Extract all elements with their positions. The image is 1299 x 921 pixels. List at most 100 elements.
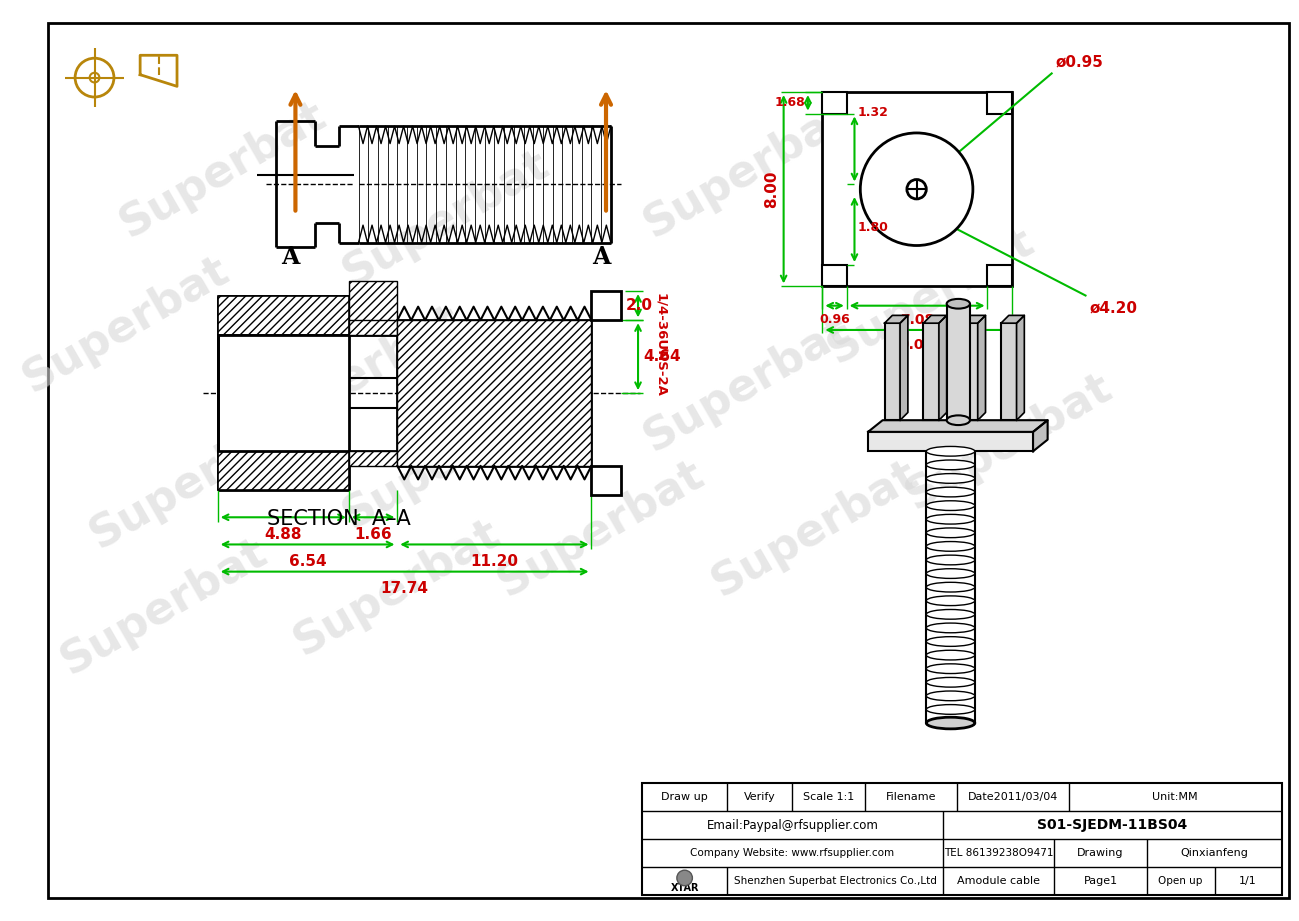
Circle shape <box>907 180 926 199</box>
Polygon shape <box>1017 315 1025 420</box>
Text: Email:Paypal@rfsupplier.com: Email:Paypal@rfsupplier.com <box>707 819 878 832</box>
Bar <box>349 321 397 335</box>
Ellipse shape <box>926 717 974 729</box>
Text: Superbat: Superbat <box>112 93 334 246</box>
Bar <box>397 321 591 466</box>
Text: Amodule cable: Amodule cable <box>957 876 1040 886</box>
Ellipse shape <box>926 447 974 456</box>
Bar <box>349 282 397 335</box>
Ellipse shape <box>926 528 974 538</box>
Bar <box>963 323 978 420</box>
Text: Scale 1:1: Scale 1:1 <box>803 792 855 802</box>
Text: Superbat: Superbat <box>287 511 508 663</box>
Text: 2.0: 2.0 <box>625 298 652 313</box>
Text: A: A <box>282 245 300 269</box>
Text: 0.96: 0.96 <box>820 313 850 326</box>
Ellipse shape <box>926 569 974 578</box>
Ellipse shape <box>926 596 974 606</box>
Bar <box>987 92 1012 113</box>
Bar <box>218 296 349 335</box>
Text: Unit:MM: Unit:MM <box>1152 792 1198 802</box>
Ellipse shape <box>926 691 974 701</box>
Bar <box>591 466 621 495</box>
Text: Superbat: Superbat <box>53 530 275 683</box>
Bar <box>218 296 349 335</box>
Text: Superbat: Superbat <box>491 452 712 605</box>
Text: Superbat: Superbat <box>637 93 857 246</box>
Text: Qinxianfeng: Qinxianfeng <box>1179 848 1248 858</box>
Ellipse shape <box>926 636 974 647</box>
Ellipse shape <box>926 473 974 484</box>
Text: 1/1: 1/1 <box>1239 876 1257 886</box>
Bar <box>349 451 397 466</box>
Text: Superbat: Superbat <box>335 142 557 295</box>
Polygon shape <box>868 420 1047 432</box>
Circle shape <box>677 870 692 886</box>
Text: XTAR: XTAR <box>670 882 699 892</box>
Ellipse shape <box>926 718 974 728</box>
Polygon shape <box>939 315 947 420</box>
Text: Page1: Page1 <box>1083 876 1117 886</box>
Ellipse shape <box>926 678 974 687</box>
Ellipse shape <box>926 624 974 633</box>
Ellipse shape <box>926 610 974 619</box>
Bar <box>822 265 847 286</box>
Ellipse shape <box>926 650 974 660</box>
Bar <box>868 432 1033 451</box>
Text: Drawing: Drawing <box>1077 848 1124 858</box>
Ellipse shape <box>947 415 970 426</box>
Text: 8.00: 8.00 <box>764 170 779 208</box>
Text: 4.88: 4.88 <box>265 527 303 542</box>
Polygon shape <box>900 315 908 420</box>
Bar <box>642 783 1282 895</box>
Bar <box>218 451 349 490</box>
Text: Superbat: Superbat <box>248 297 469 450</box>
Text: 7.08: 7.08 <box>900 313 934 328</box>
Bar <box>822 92 1012 286</box>
Text: Superbat: Superbat <box>14 249 236 402</box>
Text: 9.00: 9.00 <box>899 338 934 352</box>
Text: ø0.95: ø0.95 <box>1055 55 1103 70</box>
Text: SECTION  A–A: SECTION A–A <box>268 509 410 530</box>
Bar <box>987 265 1012 286</box>
Polygon shape <box>924 315 947 323</box>
Ellipse shape <box>947 299 970 309</box>
Text: ø4.20: ø4.20 <box>1090 301 1138 316</box>
Text: 17.74: 17.74 <box>381 581 429 596</box>
Ellipse shape <box>926 555 974 565</box>
Ellipse shape <box>926 487 974 497</box>
Polygon shape <box>978 315 986 420</box>
Text: 1.80: 1.80 <box>857 220 889 234</box>
Text: Superbat: Superbat <box>335 385 557 537</box>
Ellipse shape <box>926 705 974 715</box>
Ellipse shape <box>926 514 974 524</box>
Ellipse shape <box>926 582 974 592</box>
Text: Date2011/03/04: Date2011/03/04 <box>968 792 1059 802</box>
Text: Open up: Open up <box>1159 876 1203 886</box>
Bar <box>218 451 349 490</box>
Ellipse shape <box>926 664 974 673</box>
Circle shape <box>860 133 973 246</box>
Text: 1.68: 1.68 <box>774 97 805 110</box>
Text: 6.54: 6.54 <box>288 554 326 569</box>
Text: Superbat: Superbat <box>704 452 925 605</box>
Ellipse shape <box>926 542 974 552</box>
Bar <box>947 304 970 420</box>
Polygon shape <box>963 315 986 323</box>
Text: 11.20: 11.20 <box>470 554 518 569</box>
Bar <box>822 92 847 113</box>
Bar <box>1002 323 1017 420</box>
Text: Superbat: Superbat <box>821 219 1042 372</box>
Bar <box>591 291 621 321</box>
Polygon shape <box>1002 315 1025 323</box>
Ellipse shape <box>926 501 974 510</box>
Text: TEL 86139238O9471: TEL 86139238O9471 <box>944 848 1053 858</box>
Text: 1.32: 1.32 <box>857 106 889 119</box>
Text: A: A <box>592 245 611 269</box>
Text: Superbat: Superbat <box>637 307 857 460</box>
Ellipse shape <box>926 460 974 470</box>
Bar <box>218 335 349 451</box>
Text: Verify: Verify <box>744 792 776 802</box>
Text: Filename: Filename <box>886 792 937 802</box>
Text: S01-SJEDM-11BS04: S01-SJEDM-11BS04 <box>1037 818 1187 832</box>
